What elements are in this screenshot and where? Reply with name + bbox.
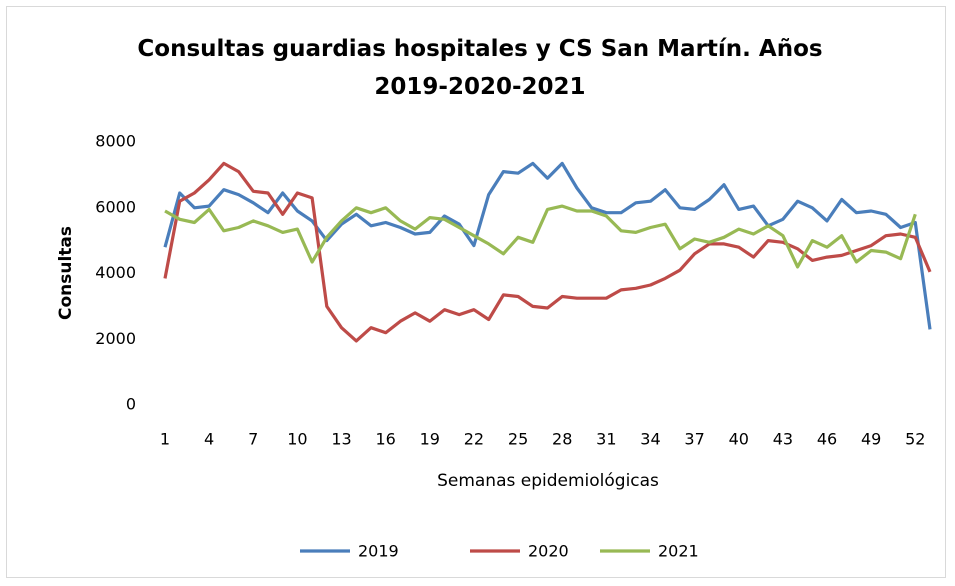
y-tick-label: 8000 <box>95 132 136 151</box>
x-tick-label: 46 <box>817 430 837 449</box>
x-tick-label: 52 <box>905 430 925 449</box>
series-line <box>163 161 932 343</box>
series-line <box>163 161 932 330</box>
x-tick-label: 7 <box>248 430 258 449</box>
y-tick-label: 0 <box>126 395 136 414</box>
legend-label: 2019 <box>358 542 399 561</box>
x-tick-label: 19 <box>420 430 440 449</box>
x-tick-label: 37 <box>684 430 704 449</box>
y-tick-label: 2000 <box>95 329 136 348</box>
x-tick-label: 13 <box>331 430 351 449</box>
y-tick-label: 4000 <box>95 263 136 282</box>
series-line <box>164 204 917 269</box>
chart-title: Consultas guardias hospitales y CS San M… <box>137 36 823 100</box>
y-tick-label: 6000 <box>95 197 136 216</box>
x-tick-label: 10 <box>287 430 307 449</box>
x-axis-label: Semanas epidemiológicas <box>437 471 659 491</box>
x-tick-label: 22 <box>464 430 484 449</box>
x-tick-label: 43 <box>773 430 793 449</box>
x-tick-label: 40 <box>729 430 749 449</box>
chart-frame <box>6 6 946 578</box>
x-tick-label: 49 <box>861 430 881 449</box>
x-tick-label: 1 <box>160 430 170 449</box>
x-tick-label: 25 <box>508 430 528 449</box>
x-tick-label: 28 <box>552 430 572 449</box>
legend-label: 2020 <box>528 542 569 561</box>
y-axis-label: Consultas <box>56 226 76 320</box>
x-tick-label: 16 <box>375 430 395 449</box>
x-tick-label: 4 <box>204 430 214 449</box>
x-tick-label: 34 <box>640 430 660 449</box>
x-tick-label: 31 <box>596 430 616 449</box>
legend-label: 2021 <box>658 542 699 561</box>
